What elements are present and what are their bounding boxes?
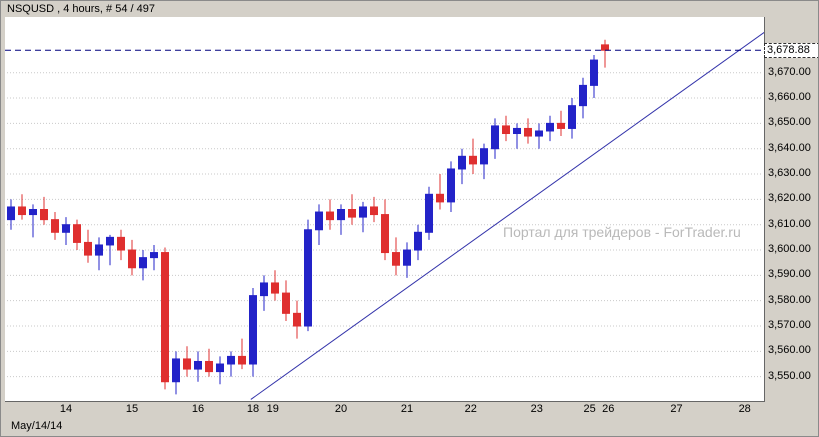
price-scale-label: 3,590.00 [768,268,811,281]
time-scale-label: 16 [191,403,205,415]
candle-body [271,282,279,294]
candle-body [51,219,59,233]
candle-body [348,209,356,218]
price-scale-label: 3,620.00 [768,192,811,205]
time-scale-label: 26 [602,403,615,415]
candle-body [502,125,510,135]
candle-body [73,224,81,243]
candle-body [447,168,455,203]
candle-body [304,229,312,327]
price-scale-label: 3,640.00 [768,141,811,154]
candle-body [194,360,202,370]
candle-body [161,252,169,383]
candle-body [315,211,323,231]
candle-body [95,244,103,256]
candle-body [359,206,367,218]
candle-body [392,252,400,266]
candle-body [106,236,114,246]
time-scale-label: 19 [266,403,279,415]
candle-body [29,209,37,216]
candle-body [139,257,147,269]
time-scale-label: 18 [246,403,260,415]
time-scale-label: 15 [125,403,139,415]
candle-body [282,292,290,314]
candle-body [403,249,411,266]
candle-body [337,209,345,221]
price-scale-label: 3,570.00 [768,319,811,331]
time-scale-label: 27 [670,403,683,415]
candle-body [7,206,15,221]
candle-body [568,105,576,129]
time-scale-label: 28 [738,403,751,415]
candle-body [227,355,235,365]
candle-body [381,214,389,254]
candle-body [249,295,257,365]
candle-body [425,193,433,233]
candle-body [370,206,378,216]
candle-body [183,358,191,370]
candle-body [150,252,158,259]
date-origin-label: May/14/14 [11,420,63,432]
time-scale-label: 22 [464,403,477,415]
candle-body [458,155,466,170]
price-scale-label: 3,650.00 [768,116,811,129]
candle-body [414,231,422,251]
price-scale-label: 3,560.00 [768,344,811,357]
time-scale-label: 14 [59,403,73,415]
price-scale-label: 3,610.00 [768,217,811,230]
candle-body [117,236,125,251]
candle-body [480,148,488,165]
time-scale-label: 20 [334,403,348,415]
candle-body [524,127,532,137]
candle-body [590,59,598,86]
candle-body [216,363,224,373]
watermark: Портал для трейдеров - ForTrader.ru [503,224,741,240]
candle-body [260,282,268,297]
candle-body [535,130,543,137]
price-scale-label: 3,630.00 [768,167,811,180]
time-scale-label: 23 [530,403,543,415]
candle-body [557,122,565,129]
candle-body [84,241,92,256]
candle-body [40,209,48,221]
chart-title: NSQUSD , 4 hours, # 54 / 497 [7,3,155,15]
current-price-value: 3,678.88 [767,44,810,57]
candle-body [513,127,521,135]
candle-body [579,84,587,107]
candle-body [172,358,180,383]
time-scale-label: 21 [400,403,414,415]
price-scale-label: 3,600.00 [768,243,811,256]
candle-body [18,206,26,216]
candle-body [128,249,136,269]
candle-body [491,125,499,150]
price-scale-label: 3,660.00 [768,91,811,104]
candle-body [326,211,334,221]
price-scale-label: 3,550.00 [768,369,811,382]
candle-body [469,155,477,165]
candle-body [436,193,444,203]
price-scale-label: 3,670.00 [768,65,811,78]
candle-body [546,122,554,132]
candle-body [293,312,301,327]
candle-body [238,355,246,365]
current-price-label: 3,678.88 [764,43,818,59]
candle-body [205,360,213,373]
candle-body [601,44,609,51]
time-scale-label: 25 [583,403,596,415]
candle-body [62,224,70,233]
price-scale-label: 3,580.00 [768,293,811,306]
candlestick-chart[interactable]: Портал для трейдеров - ForTrader.ru [5,17,765,402]
trend-line[interactable] [250,31,765,400]
